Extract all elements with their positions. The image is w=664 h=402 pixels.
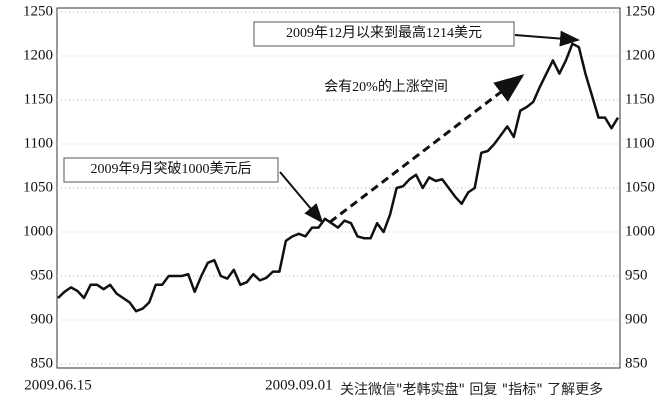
price-line bbox=[57, 42, 620, 313]
y2-tick-label: 1150 bbox=[625, 91, 654, 107]
y2-tick-label: 850 bbox=[625, 355, 648, 371]
y-tick-label: 1100 bbox=[24, 135, 53, 151]
y-tick-label: 1150 bbox=[24, 91, 53, 107]
y-tick-label: 900 bbox=[31, 311, 54, 327]
y2-tick-label: 1000 bbox=[625, 223, 655, 239]
annotation: 2009年12月以来到最高1214美元 bbox=[286, 24, 482, 41]
y2-tick-label: 1050 bbox=[625, 179, 655, 195]
arrow bbox=[514, 30, 580, 47]
y2-tick-label: 1250 bbox=[625, 3, 655, 19]
watermark-bg bbox=[335, 378, 664, 402]
y2-tick-label: 900 bbox=[625, 311, 648, 327]
annotation-box bbox=[253, 21, 515, 47]
dashed-arrow bbox=[329, 74, 525, 224]
y-tick-label: 850 bbox=[31, 355, 54, 371]
y-tick-label: 1250 bbox=[23, 3, 53, 19]
annotation: 2009年9月突破1000美元后 bbox=[91, 161, 252, 177]
y-tick-label: 1000 bbox=[23, 223, 53, 239]
y2-tick-label: 1200 bbox=[625, 47, 655, 63]
y-tick-label: 950 bbox=[31, 267, 54, 283]
y-tick-label: 1050 bbox=[23, 179, 53, 195]
x-tick-label: 2009.09.01 bbox=[265, 377, 333, 393]
arrow bbox=[279, 171, 324, 224]
annotation-box bbox=[63, 157, 279, 183]
watermark: 关注微信"老韩实盘" 回复 "指标" 了解更多 bbox=[340, 381, 603, 398]
y2-tick-label: 950 bbox=[625, 267, 648, 283]
y2-tick-label: 1100 bbox=[625, 135, 654, 151]
x-tick-label: 2009.06.15 bbox=[24, 377, 92, 393]
annotation: 会有20%的上涨空间 bbox=[324, 79, 448, 95]
y-tick-label: 1200 bbox=[23, 47, 53, 63]
